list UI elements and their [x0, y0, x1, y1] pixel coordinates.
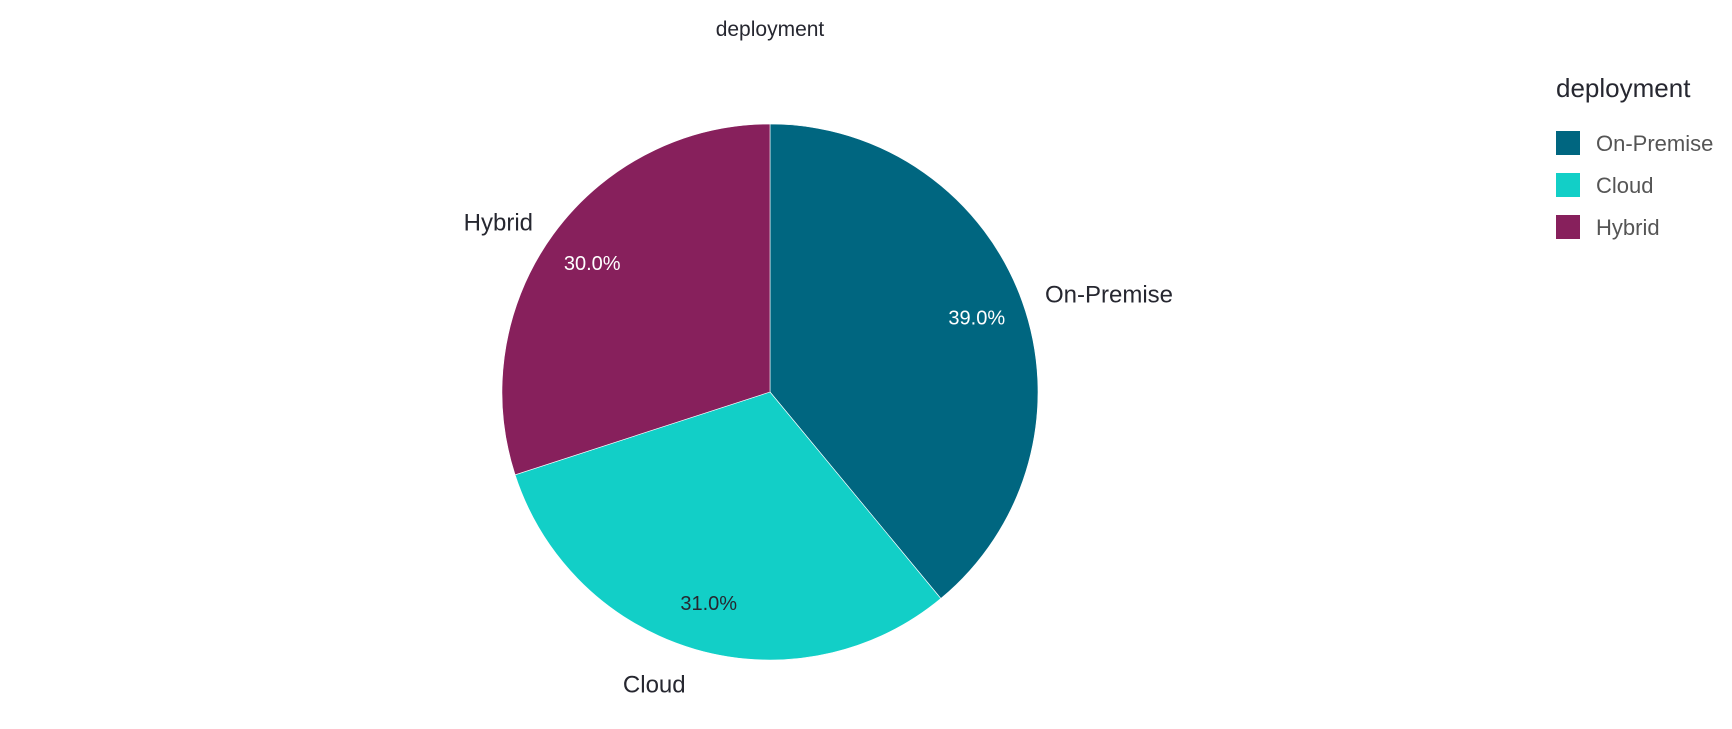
- pie-slice-cloud[interactable]: [514, 391, 942, 661]
- pie-slice-on-premise[interactable]: [769, 123, 1039, 599]
- legend: deployment On-Premise Cloud Hybrid: [1556, 73, 1713, 240]
- legend-swatch-cloud: [1556, 173, 1580, 197]
- legend-swatch-hybrid: [1556, 215, 1580, 239]
- slice-percent-label-cloud: 31.0%: [680, 593, 737, 615]
- pie-slice-hybrid[interactable]: [501, 123, 771, 476]
- legend-label-on-premise: On-Premise: [1596, 131, 1713, 156]
- legend-label-cloud: Cloud: [1596, 173, 1653, 198]
- slice-category-label-on-premise: On-Premise: [1045, 281, 1173, 308]
- pie-labels: 39.0% On-Premise 31.0% Cloud 30.0% Hybrid: [464, 210, 1173, 699]
- legend-label-hybrid: Hybrid: [1596, 215, 1660, 240]
- legend-swatch-on-premise: [1556, 131, 1580, 155]
- legend-item-cloud[interactable]: Cloud: [1556, 173, 1653, 198]
- slice-category-label-cloud: Cloud: [623, 672, 686, 699]
- slice-category-label-hybrid: Hybrid: [464, 210, 533, 237]
- slice-percent-label-hybrid: 30.0%: [564, 253, 621, 275]
- legend-item-on-premise[interactable]: On-Premise: [1556, 131, 1713, 156]
- legend-items: On-Premise Cloud Hybrid: [1556, 131, 1713, 240]
- legend-item-hybrid[interactable]: Hybrid: [1556, 215, 1660, 240]
- pie-slices: [501, 123, 1039, 661]
- chart-title: deployment: [716, 18, 825, 41]
- legend-title: deployment: [1556, 73, 1691, 103]
- slice-percent-label-on-premise: 39.0%: [948, 308, 1005, 330]
